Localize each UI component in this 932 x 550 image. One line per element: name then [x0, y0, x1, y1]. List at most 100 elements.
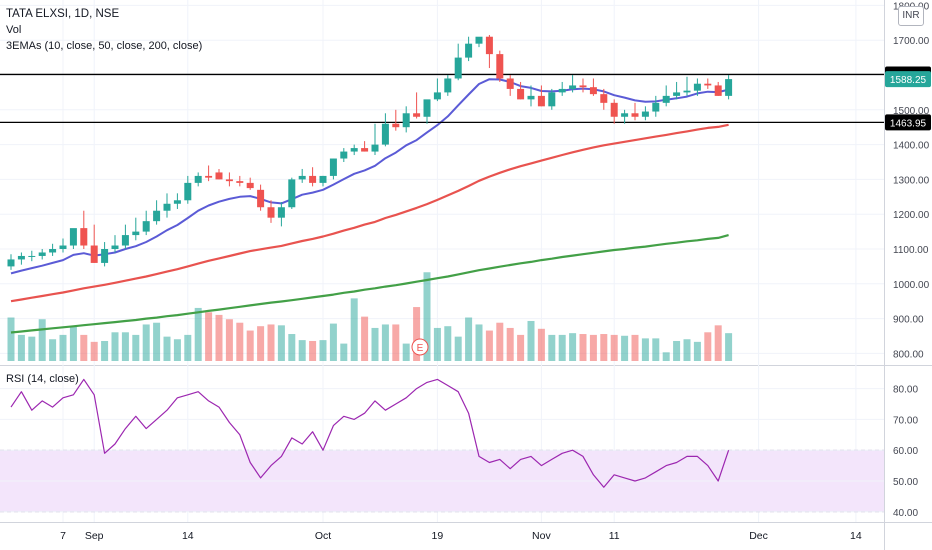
- candle-body[interactable]: [485, 36, 493, 55]
- volume-bar[interactable]: [496, 322, 504, 361]
- candle-body[interactable]: [153, 210, 161, 222]
- volume-bar[interactable]: [38, 319, 46, 361]
- volume-bar[interactable]: [340, 343, 348, 361]
- candle-body[interactable]: [704, 83, 712, 86]
- volume-bar[interactable]: [7, 317, 15, 362]
- candle-body[interactable]: [121, 235, 129, 246]
- candle-body[interactable]: [433, 92, 441, 100]
- candle-body[interactable]: [173, 200, 181, 204]
- candle-body[interactable]: [7, 259, 15, 267]
- volume-bar[interactable]: [485, 330, 493, 361]
- candle-body[interactable]: [506, 78, 514, 89]
- volume-bar[interactable]: [683, 339, 691, 361]
- volume-bar[interactable]: [298, 340, 306, 361]
- volume-bar[interactable]: [101, 340, 109, 361]
- candle-body[interactable]: [621, 113, 629, 117]
- candle-body[interactable]: [69, 228, 77, 246]
- volume-bar[interactable]: [517, 334, 525, 361]
- volume-bar[interactable]: [454, 336, 462, 361]
- candle-body[interactable]: [558, 88, 566, 93]
- candle-body[interactable]: [444, 78, 452, 93]
- volume-bar[interactable]: [433, 327, 441, 361]
- candle-body[interactable]: [225, 179, 233, 182]
- volume-bar[interactable]: [402, 343, 410, 361]
- volume-bar[interactable]: [17, 334, 25, 361]
- candle-body[interactable]: [548, 92, 556, 107]
- volume-bar[interactable]: [225, 319, 233, 361]
- volume-bar[interactable]: [163, 336, 171, 361]
- rsi-line[interactable]: [10, 378, 730, 488]
- candle-body[interactable]: [381, 123, 389, 145]
- candle-body[interactable]: [579, 85, 587, 88]
- volume-bar[interactable]: [69, 326, 77, 361]
- candle-body[interactable]: [631, 113, 639, 117]
- candle-body[interactable]: [184, 182, 192, 201]
- candle-body[interactable]: [527, 95, 535, 100]
- volume-bar[interactable]: [725, 333, 733, 361]
- candle-body[interactable]: [80, 228, 88, 246]
- volume-bar[interactable]: [537, 328, 545, 361]
- volume-bar[interactable]: [423, 272, 431, 361]
- candle-body[interactable]: [59, 245, 67, 249]
- candle-body[interactable]: [246, 182, 254, 189]
- volume-bar[interactable]: [673, 340, 681, 361]
- candle-body[interactable]: [267, 207, 275, 218]
- candle-body[interactable]: [673, 92, 681, 96]
- volume-bar[interactable]: [361, 316, 369, 361]
- volume-bar[interactable]: [329, 323, 337, 361]
- candle-body[interactable]: [257, 189, 265, 208]
- volume-bar[interactable]: [569, 333, 577, 361]
- volume-bar[interactable]: [444, 326, 452, 361]
- volume-bar[interactable]: [246, 330, 254, 361]
- volume-bar[interactable]: [704, 332, 712, 361]
- volume-bar[interactable]: [631, 334, 639, 361]
- candle-body[interactable]: [569, 85, 577, 89]
- volume-bar[interactable]: [111, 332, 119, 361]
- candle-body[interactable]: [236, 181, 244, 183]
- volume-bar[interactable]: [527, 320, 535, 361]
- candle-body[interactable]: [277, 207, 285, 218]
- candle-body[interactable]: [340, 151, 348, 159]
- candle-body[interactable]: [537, 95, 545, 107]
- volume-bar[interactable]: [309, 340, 317, 361]
- candle-body[interactable]: [288, 179, 296, 208]
- volume-bar[interactable]: [173, 339, 181, 361]
- candle-body[interactable]: [111, 245, 119, 249]
- volume-bar[interactable]: [413, 307, 421, 361]
- ema10-line[interactable]: [10, 78, 729, 275]
- candle-body[interactable]: [309, 175, 317, 183]
- volume-bar[interactable]: [194, 307, 202, 361]
- volume-bar[interactable]: [641, 338, 649, 361]
- candle-body[interactable]: [652, 102, 660, 112]
- ema50-line[interactable]: [10, 123, 729, 303]
- candle-body[interactable]: [465, 43, 473, 58]
- candle-body[interactable]: [90, 245, 98, 263]
- volume-bar[interactable]: [548, 334, 556, 361]
- volume-bar[interactable]: [714, 325, 722, 361]
- volume-bar[interactable]: [184, 334, 192, 361]
- currency-button[interactable]: INR: [898, 6, 924, 26]
- volume-bar[interactable]: [132, 334, 140, 361]
- volume-bar[interactable]: [693, 341, 701, 361]
- volume-bar[interactable]: [288, 334, 296, 361]
- volume-bar[interactable]: [381, 324, 389, 361]
- candle-body[interactable]: [101, 249, 109, 263]
- candle-body[interactable]: [402, 113, 410, 128]
- volume-bar[interactable]: [236, 322, 244, 361]
- volume-bar[interactable]: [621, 335, 629, 361]
- candle-body[interactable]: [371, 144, 379, 152]
- ema200-line[interactable]: [10, 234, 729, 334]
- volume-bar[interactable]: [506, 327, 514, 361]
- candle-body[interactable]: [329, 158, 337, 176]
- volume-bar[interactable]: [90, 341, 98, 361]
- candle-body[interactable]: [28, 255, 36, 257]
- volume-bar[interactable]: [652, 338, 660, 361]
- candle-body[interactable]: [392, 123, 400, 128]
- candle-body[interactable]: [610, 102, 618, 117]
- volume-bar[interactable]: [267, 324, 275, 361]
- candle-body[interactable]: [600, 94, 608, 103]
- candle-body[interactable]: [215, 172, 223, 180]
- candle-body[interactable]: [49, 249, 57, 253]
- volume-bar[interactable]: [205, 312, 213, 361]
